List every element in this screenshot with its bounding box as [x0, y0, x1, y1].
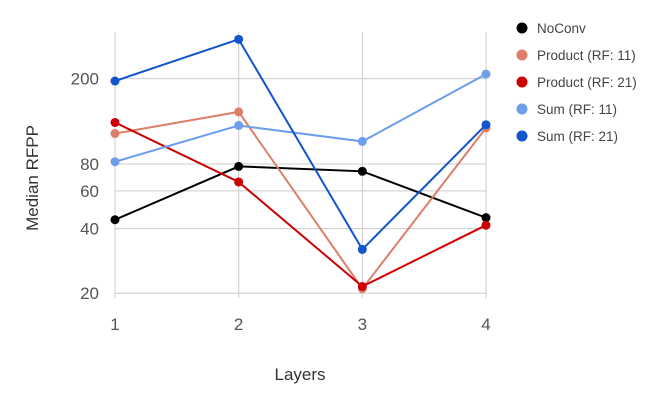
data-point[interactable]: [357, 244, 367, 254]
x-tick-labels: 1 2 3 4: [110, 315, 490, 334]
series-line: [114, 165, 487, 221]
data-point[interactable]: [234, 107, 244, 117]
legend-item[interactable]: NoConv: [516, 21, 587, 36]
data-point[interactable]: [234, 34, 244, 44]
x-tick-label: 3: [358, 315, 367, 334]
legend-marker: [516, 103, 528, 115]
y-axis-title: Median RFPP: [23, 125, 42, 231]
series-noconv: [110, 161, 491, 225]
y-tick-label: 20: [80, 284, 99, 303]
data-point[interactable]: [481, 220, 491, 230]
series-line: [114, 38, 487, 252]
data-point[interactable]: [110, 215, 120, 225]
data-point[interactable]: [357, 281, 367, 291]
data-point[interactable]: [481, 213, 491, 223]
series-product-rf-21: [110, 117, 491, 291]
data-point[interactable]: [110, 157, 120, 167]
legend-item[interactable]: Sum (RF: 11): [516, 102, 618, 117]
series-sum-rf-21: [110, 34, 491, 254]
data-point[interactable]: [234, 161, 244, 171]
y-tick-labels: 20 40 60 80 200: [71, 70, 99, 304]
x-tick-label: 2: [234, 315, 243, 334]
legend-label: Product (RF: 21): [537, 75, 637, 90]
legend-label: NoConv: [537, 21, 586, 36]
x-tick-label: 4: [481, 315, 490, 334]
data-point[interactable]: [234, 120, 244, 130]
x-axis-title: Layers: [274, 365, 325, 384]
y-tick-label: 60: [80, 182, 99, 201]
y-tick-label: 80: [80, 155, 99, 174]
x-tick-label: 1: [110, 315, 119, 334]
legend-marker: [516, 22, 528, 34]
data-point[interactable]: [110, 117, 120, 127]
legend-marker: [516, 76, 528, 88]
legend-marker: [516, 49, 528, 61]
data-point[interactable]: [110, 76, 120, 86]
data-point[interactable]: [481, 120, 491, 130]
data-point[interactable]: [357, 136, 367, 146]
y-tick-label: 40: [80, 220, 99, 239]
data-point[interactable]: [110, 129, 120, 139]
series-line: [114, 110, 487, 291]
series-line: [114, 73, 487, 163]
legend[interactable]: NoConv Product (RF: 11) Product (RF: 21) Su…: [516, 21, 637, 144]
data-point[interactable]: [234, 177, 244, 187]
legend-label: Sum (RF: 21): [537, 129, 618, 144]
legend-label: Product (RF: 11): [537, 48, 636, 63]
series-group: [110, 34, 491, 294]
grid: [114, 32, 487, 298]
series-sum-rf-11: [110, 69, 491, 167]
series-line: [114, 121, 487, 288]
legend-item[interactable]: Product (RF: 21): [516, 75, 637, 90]
data-point[interactable]: [357, 166, 367, 176]
legend-marker: [516, 130, 528, 142]
series-product-rf-11: [110, 107, 491, 294]
legend-item[interactable]: Product (RF: 11): [516, 48, 636, 63]
data-point[interactable]: [481, 69, 491, 79]
legend-item[interactable]: Sum (RF: 21): [516, 129, 619, 144]
legend-label: Sum (RF: 11): [537, 102, 617, 117]
y-tick-label: 200: [71, 70, 99, 89]
